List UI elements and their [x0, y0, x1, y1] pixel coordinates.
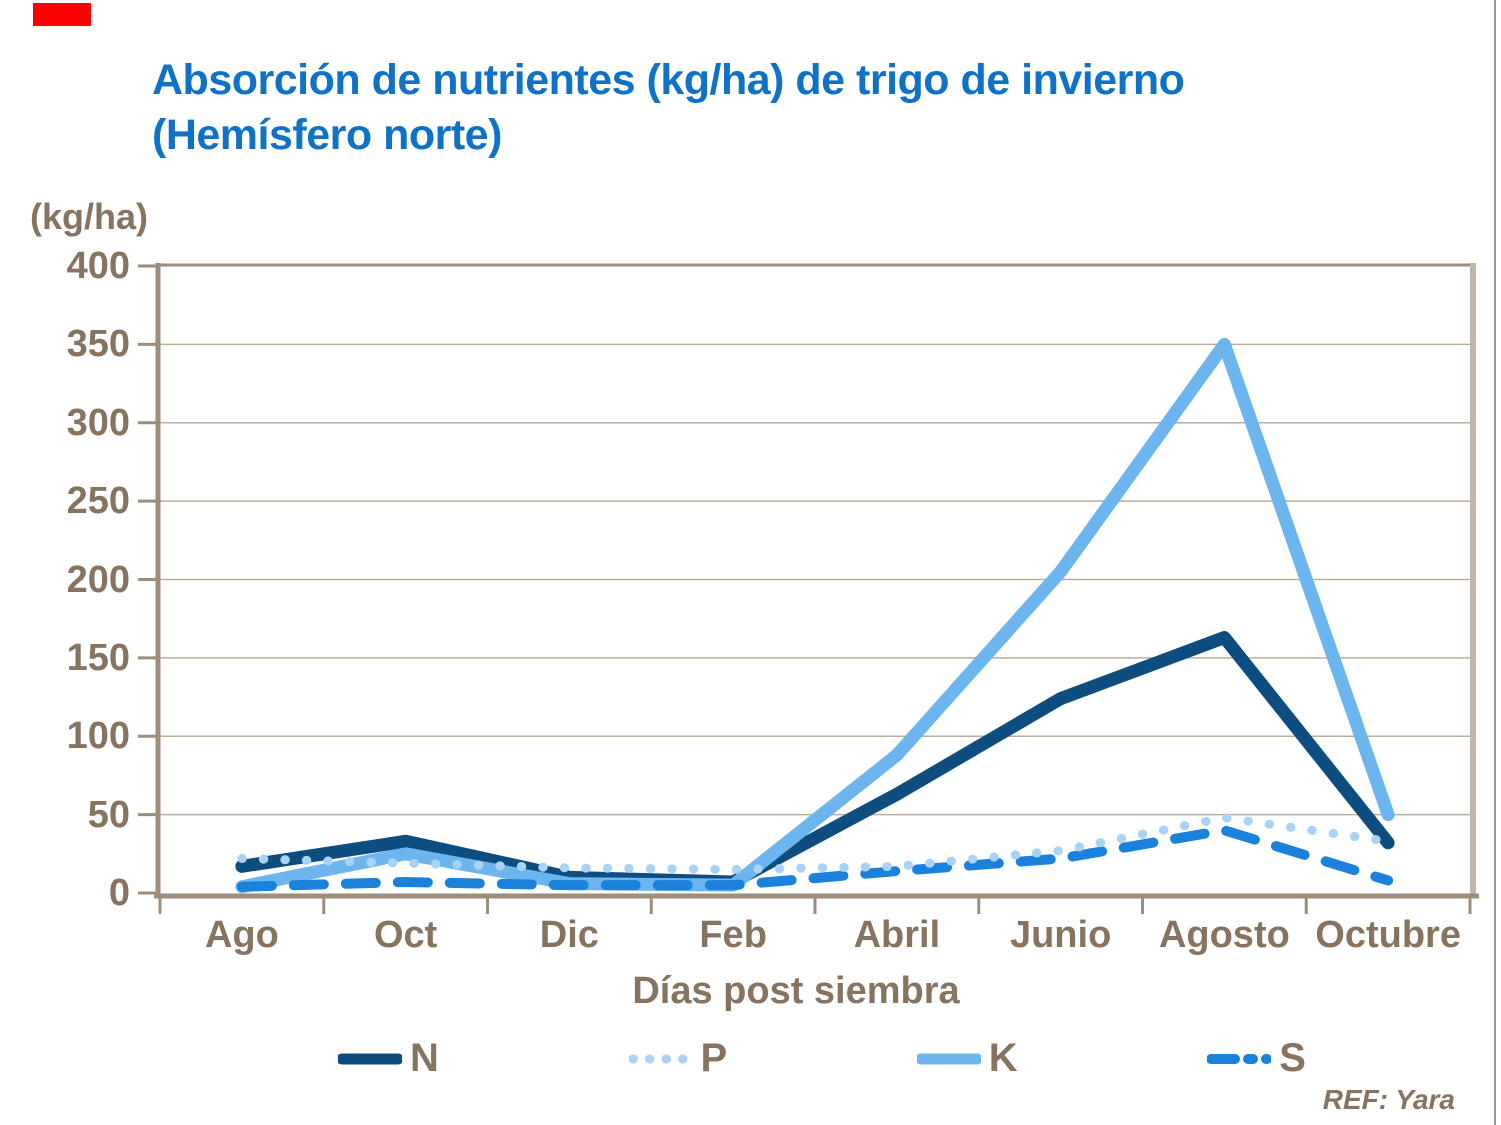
- y-tick-label-0: 0: [108, 872, 130, 914]
- y-tick-label-100: 100: [66, 715, 130, 758]
- x-tick-label-Oct: Oct: [373, 914, 438, 956]
- y-tick-label-150: 150: [66, 636, 130, 679]
- y-tick-label-250: 250: [66, 480, 130, 523]
- x-tick-label-Feb: Feb: [699, 914, 767, 956]
- y-axis-unit-label: (kg/ha): [30, 196, 149, 237]
- y-tick-label-400: 400: [66, 245, 130, 287]
- series-line-K: [235, 337, 1395, 894]
- x-tick-label-Dic: Dic: [539, 914, 599, 956]
- y-tick-label-300: 300: [66, 401, 130, 444]
- chart-title-line1: Absorción de nutrientes (kg/ha) de trigo…: [152, 56, 1185, 104]
- y-tick-label-350: 350: [66, 323, 130, 366]
- chart-title: Absorción de nutrientes (kg/ha) de trigo…: [152, 53, 1185, 163]
- legend-swatch-P: [628, 1054, 693, 1063]
- legend-swatch-N: [338, 1053, 402, 1064]
- y-tick-label-200: 200: [66, 558, 130, 601]
- legend-item-S: S: [1207, 1036, 1306, 1081]
- legend-label-P: P: [700, 1036, 728, 1080]
- series-line-P: [237, 813, 1393, 874]
- chart-title-line2: (Hemísfero norte): [152, 111, 502, 159]
- y-tick-label-50: 50: [87, 793, 130, 836]
- series-line-N: [235, 630, 1395, 889]
- legend-item-N: N: [338, 1036, 439, 1081]
- x-tick-label-Agosto: Agosto: [1158, 914, 1290, 956]
- x-tick-label-Abril: Abril: [853, 914, 941, 956]
- x-tick-label-Octubre: Octubre: [1315, 914, 1461, 956]
- reference-note: REF: Yara: [1322, 1084, 1455, 1115]
- slide-right-edge-line: [1494, 0, 1496, 1125]
- legend-swatch-K: [916, 1053, 981, 1064]
- legend-label-N: N: [410, 1036, 439, 1080]
- legend-item-K: K: [916, 1036, 1018, 1081]
- series-line-S: [236, 825, 1394, 892]
- x-axis-title: Días post siembra: [632, 970, 960, 1012]
- legend-item-P: P: [628, 1036, 728, 1081]
- x-tick-label-Ago: Ago: [204, 914, 279, 956]
- x-tick-label-Junio: Junio: [1009, 914, 1112, 956]
- legend-swatch-S: [1207, 1053, 1272, 1064]
- legend-label-S: S: [1279, 1036, 1306, 1080]
- legend-label-K: K: [988, 1036, 1018, 1080]
- red-marker: [33, 3, 91, 26]
